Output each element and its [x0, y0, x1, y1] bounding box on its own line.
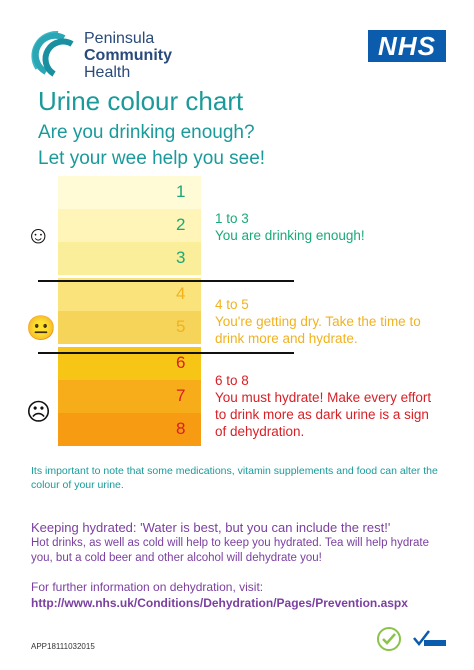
- neutral-face-icon: 😐: [26, 315, 56, 342]
- level-number-5: 5: [176, 317, 186, 336]
- sad-face-icon: ☹: [26, 399, 52, 426]
- level-number-2: 2: [176, 215, 186, 234]
- group-message-2: You're getting dry. Take the time to dri…: [215, 314, 421, 346]
- level-number-7: 7: [176, 386, 186, 405]
- group-divider-2: [38, 352, 294, 354]
- hydration-body: Hot drinks, as well as cold will help to…: [31, 537, 430, 564]
- page-title: Urine colour chart: [38, 86, 244, 116]
- colour-swatch-8: [58, 413, 201, 446]
- group-message-1: You are drinking enough!: [215, 228, 365, 243]
- org-name-line1: Peninsula: [84, 30, 155, 47]
- medication-note: Its important to note that some medicati…: [31, 465, 438, 491]
- colour-swatch-3: [58, 242, 201, 275]
- info-text: For further information on dehydration, …: [31, 580, 264, 594]
- organisation-logo-mark: [28, 28, 80, 80]
- org-name-line3: Health: [84, 64, 131, 81]
- subtitle-line2: Let your wee help you see!: [38, 148, 266, 169]
- level-number-6: 6: [176, 353, 186, 372]
- group-range-3: 6 to 8: [215, 373, 249, 388]
- mindful-employer-logo: [410, 628, 448, 650]
- org-name-line2: Community: [84, 47, 172, 64]
- group-range-1: 1 to 3: [215, 211, 249, 226]
- hydration-heading: Keeping hydrated: 'Water is best, but yo…: [31, 520, 391, 535]
- group-range-2: 4 to 5: [215, 297, 249, 312]
- subtitle-line1: Are you drinking enough?: [38, 122, 255, 143]
- document-code: APP18111032015: [31, 642, 95, 651]
- positive-about-disabled-people-logo: [374, 626, 404, 652]
- level-number-4: 4: [176, 284, 186, 303]
- level-number-1: 1: [176, 182, 186, 201]
- level-number-8: 8: [176, 419, 186, 438]
- colour-swatch-5: [58, 311, 201, 344]
- level-number-3: 3: [176, 248, 186, 267]
- colour-swatch-4: [58, 278, 201, 311]
- colour-swatch-1: [58, 176, 201, 209]
- nhs-logo: NHS: [368, 30, 446, 62]
- group-message-3: You must hydrate! Make every effort to d…: [215, 390, 432, 439]
- happy-face-icon: ☺: [26, 222, 51, 249]
- colour-swatch-7: [58, 380, 201, 413]
- nhs-dehydration-link[interactable]: http://www.nhs.uk/Conditions/Dehydration…: [31, 596, 408, 610]
- colour-swatch-2: [58, 209, 201, 242]
- group-divider-1: [38, 280, 294, 282]
